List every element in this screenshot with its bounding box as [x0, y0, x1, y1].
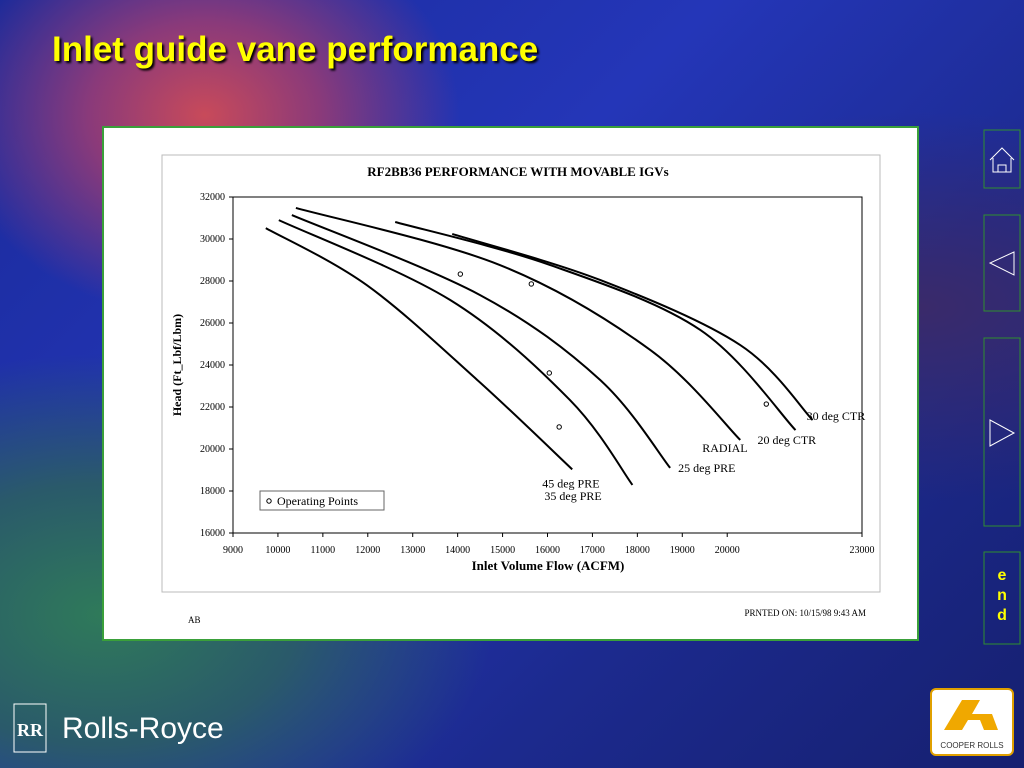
legend-marker	[266, 498, 272, 504]
curve-label: 30 deg CTR	[807, 409, 866, 423]
curve	[451, 233, 814, 421]
operating-point	[763, 401, 770, 407]
y-tick-label: 20000	[200, 444, 225, 455]
y-tick-label: 16000	[200, 528, 225, 539]
next-button[interactable]	[983, 337, 1021, 527]
x-tick-label: 11000	[311, 545, 336, 556]
y-tick-label: 24000	[200, 360, 225, 371]
x-tick-label: 12000	[355, 545, 380, 556]
rr-logo	[13, 703, 47, 753]
x-tick-label: 10000	[265, 545, 290, 556]
footer-right: PRNTED ON: 10/15/98 9:43 AM	[744, 608, 866, 618]
curve-label: RADIAL	[702, 441, 747, 455]
curve-label: 45 deg PRE	[542, 476, 599, 490]
curve-label: 20 deg CTR	[758, 433, 817, 447]
end-letter: d	[997, 607, 1007, 624]
curve-label: 25 deg PRE	[678, 461, 735, 475]
operating-point	[556, 424, 562, 430]
y-tick-label: 18000	[200, 486, 225, 497]
cooper-logo: COOPER ROLLS	[930, 688, 1014, 756]
brand-name: Rolls-Royce	[62, 712, 224, 745]
chart-frame	[161, 154, 881, 593]
cooper-mark	[944, 700, 998, 730]
x-tick-label: 9000	[223, 545, 243, 556]
rr-logo-mark: RR	[17, 720, 44, 740]
x-tick-label: 16000	[535, 545, 560, 556]
curve	[394, 221, 797, 431]
x-tick-label: 17000	[580, 545, 605, 556]
x-tick-label: 19000	[670, 545, 695, 556]
curve	[291, 214, 671, 469]
operating-point	[546, 370, 552, 376]
footer-left: AB	[188, 615, 201, 625]
y-tick-label: 26000	[200, 318, 225, 329]
end-letter: e	[997, 567, 1007, 584]
end-label[interactable]: e n d	[984, 556, 1020, 626]
next-icon	[989, 419, 1016, 447]
end-letter: n	[997, 587, 1007, 604]
y-tick-label: 22000	[200, 402, 225, 413]
prev-button[interactable]	[983, 214, 1021, 312]
legend	[259, 490, 385, 511]
y-tick-label: 30000	[200, 234, 225, 245]
chart-title: RF2BB36 PERFORMANCE WITH MOVABLE IGVs	[367, 164, 668, 179]
x-tick-label: 23000	[850, 545, 875, 556]
home-icon	[989, 147, 1015, 173]
y-tick-label: 32000	[200, 192, 225, 203]
curve	[265, 227, 573, 471]
home-button[interactable]	[983, 129, 1021, 189]
curve-label: 35 deg PRE	[544, 489, 601, 503]
x-tick-label: 14000	[445, 545, 470, 556]
x-tick-label: 20000	[715, 545, 740, 556]
cooper-text: COOPER ROLLS	[940, 741, 1004, 750]
legend-label: Operating Points	[277, 494, 358, 508]
prev-icon	[988, 251, 1015, 276]
x-tick-label: 15000	[490, 545, 515, 556]
end-button[interactable]	[983, 551, 1021, 645]
x-tick-label: 18000	[625, 545, 650, 556]
x-axis-label: Inlet Volume Flow (ACFM)	[472, 558, 625, 573]
y-tick-label: 28000	[200, 276, 225, 287]
x-tick-label: 13000	[400, 545, 425, 556]
curve	[278, 219, 634, 486]
slide-title: Inlet guide vane performance	[52, 30, 539, 69]
y-axis-label: Head (Ft_Lbf/Lbm)	[170, 314, 184, 416]
operating-point	[457, 271, 464, 277]
operating-point	[528, 281, 535, 287]
curve	[295, 206, 741, 441]
